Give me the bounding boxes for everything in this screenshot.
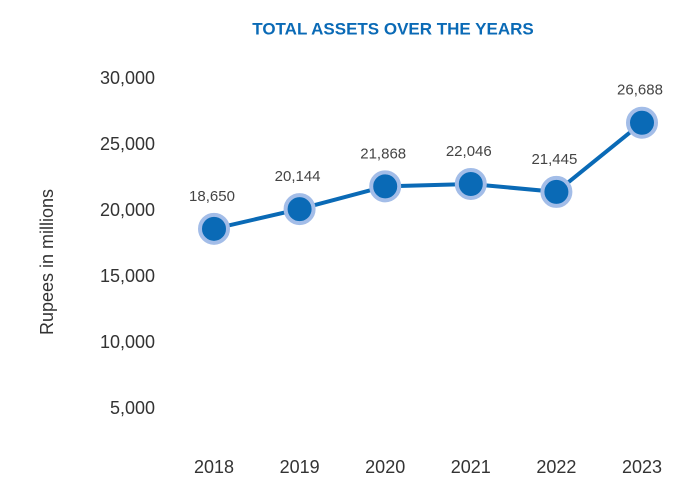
marker	[540, 175, 573, 208]
y-tick-label: 30,000	[100, 68, 155, 88]
y-tick-label: 5,000	[110, 398, 155, 418]
x-tick-label: 2022	[536, 457, 576, 477]
data-label: 21,445	[531, 151, 577, 168]
chart-title: TOTAL ASSETS OVER THE YEARS	[252, 19, 534, 38]
data-label: 20,144	[275, 168, 321, 185]
y-tick-label: 25,000	[100, 134, 155, 154]
x-tick-label: 2018	[194, 457, 234, 477]
x-tick-label: 2019	[280, 457, 320, 477]
y-tick-label: 15,000	[100, 266, 155, 286]
data-label: 22,046	[446, 143, 492, 160]
marker	[198, 212, 230, 245]
x-tick-label: 2020	[365, 457, 405, 477]
marker	[283, 193, 316, 226]
x-tick-label: 2023	[622, 457, 662, 477]
x-tick-label: 2021	[451, 457, 491, 477]
y-tick-label: 10,000	[100, 332, 155, 352]
data-label: 21,868	[360, 145, 406, 162]
y-tick-label: 20,000	[100, 200, 155, 220]
marker	[626, 106, 658, 139]
marker	[369, 170, 402, 203]
data-label: 26,688	[617, 82, 663, 99]
data-label: 18,650	[189, 188, 235, 205]
marker	[454, 167, 487, 200]
y-axis-label: Rupees in millions	[37, 189, 57, 335]
